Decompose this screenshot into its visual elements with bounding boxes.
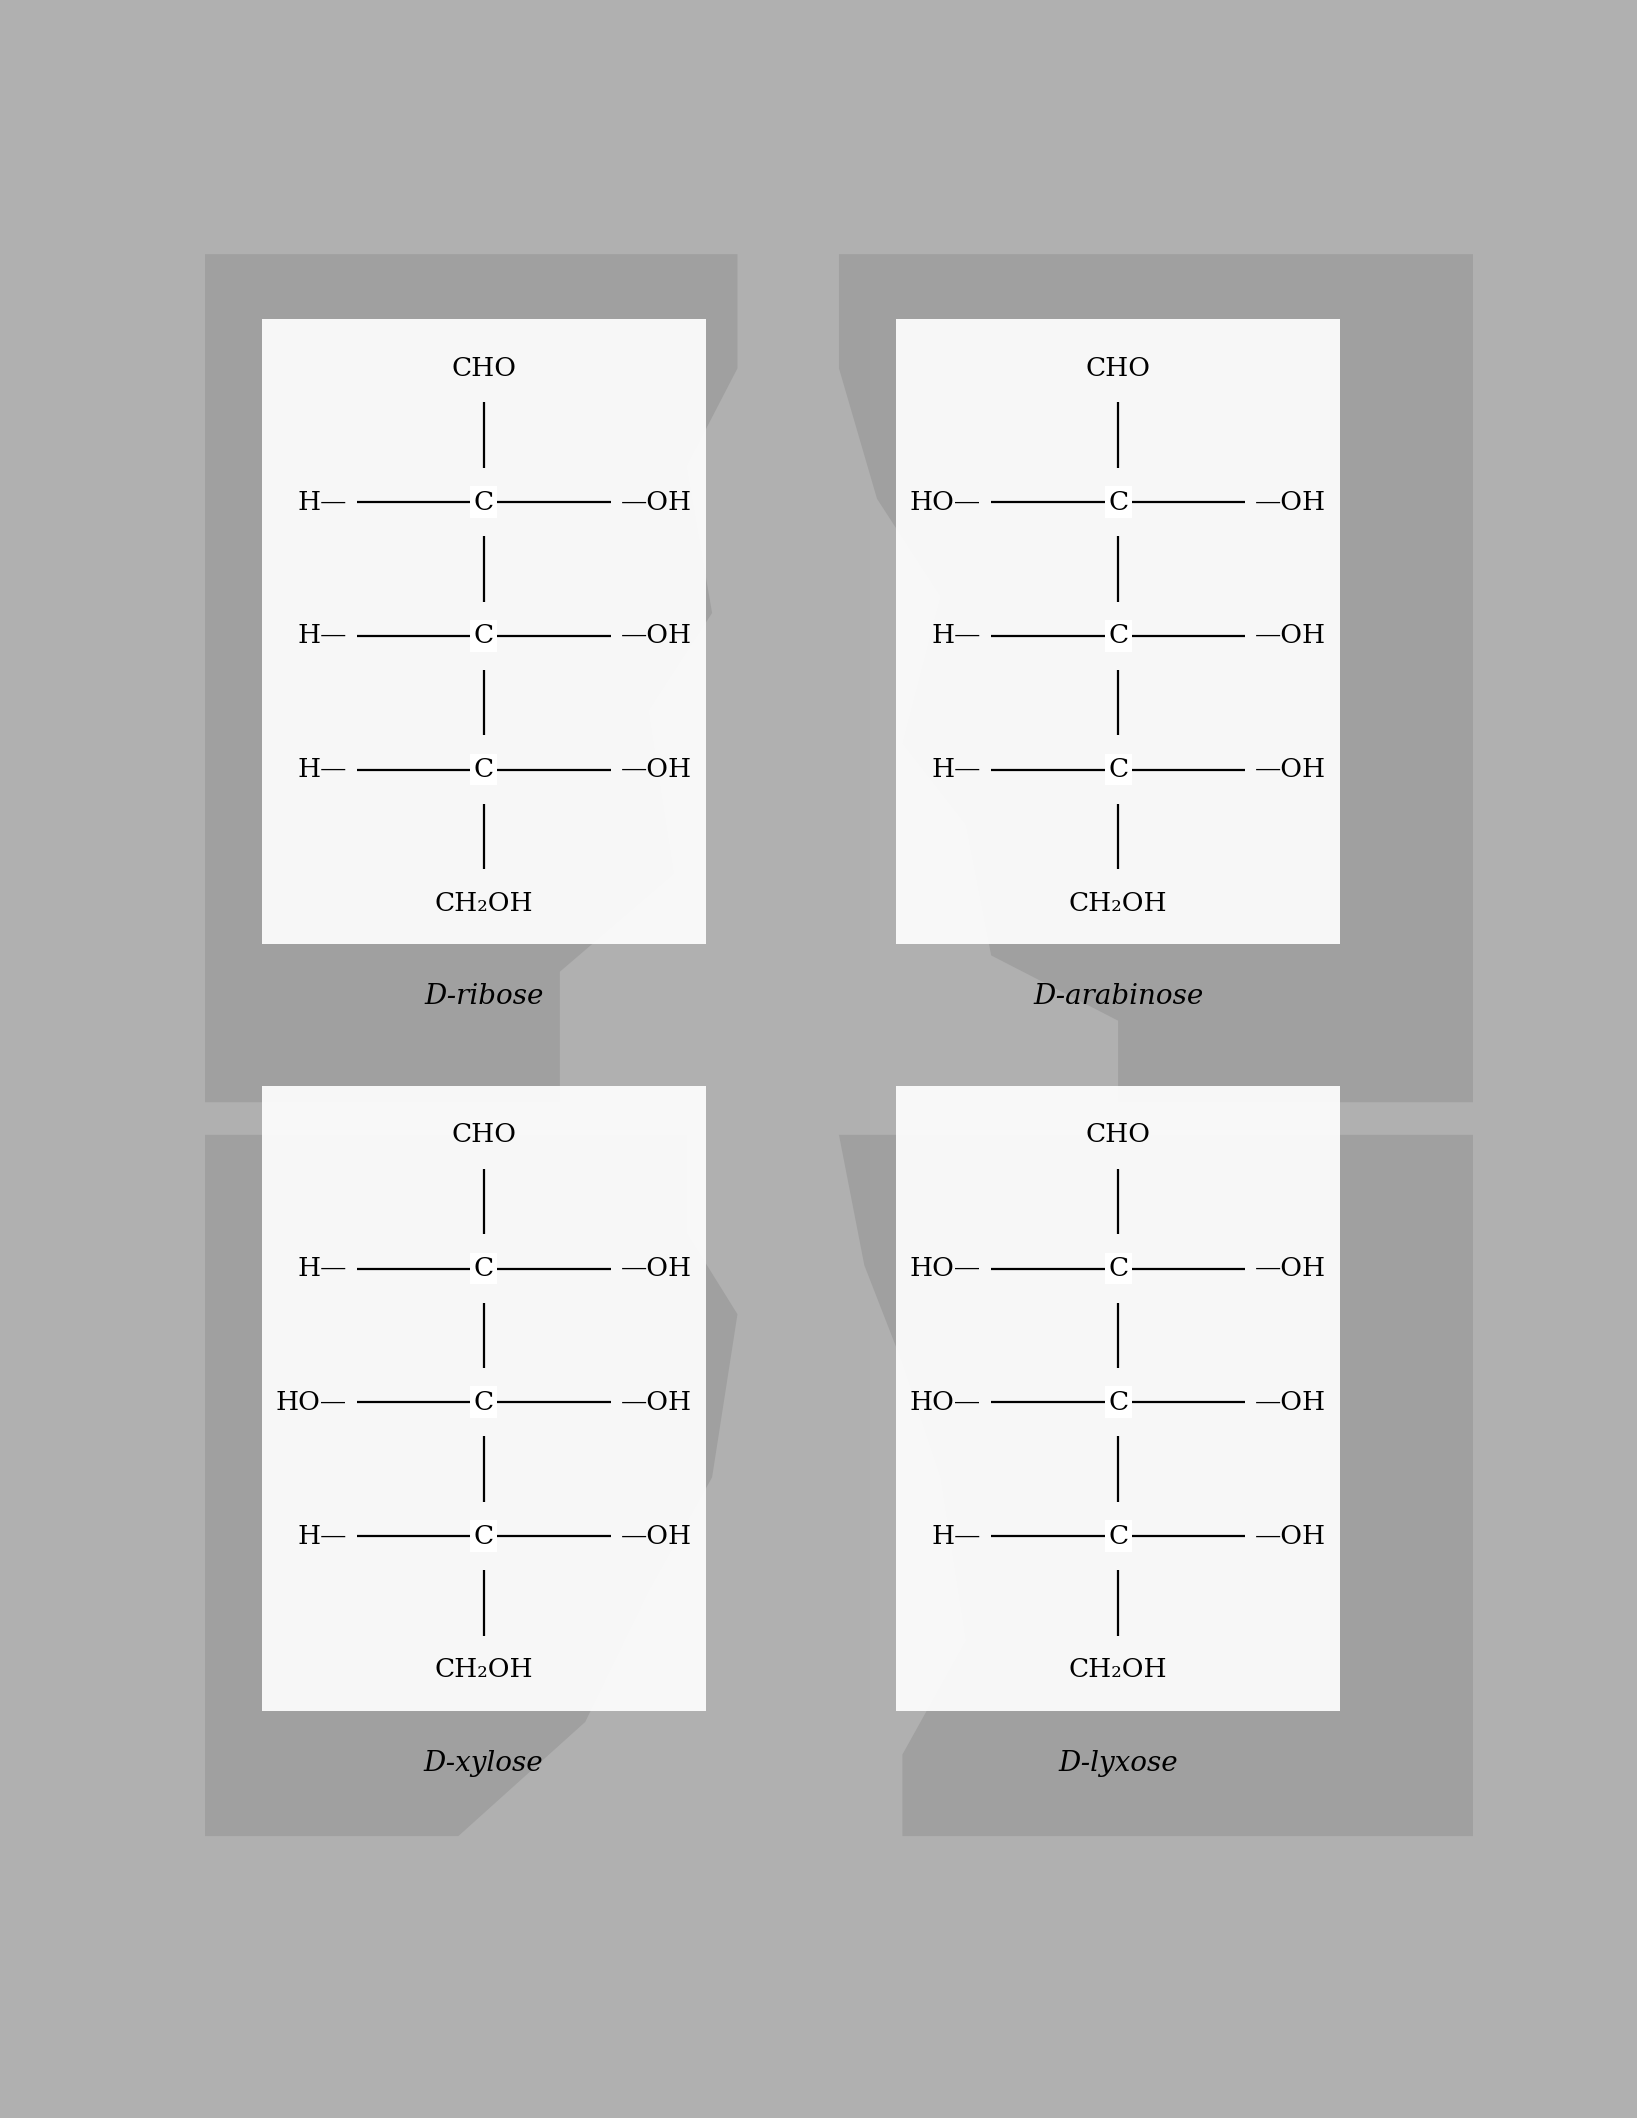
Text: C: C — [1108, 1523, 1128, 1548]
Text: C: C — [473, 1389, 494, 1415]
Text: C: C — [473, 1523, 494, 1548]
Text: C: C — [473, 756, 494, 782]
Text: H—: H— — [298, 756, 347, 782]
Text: C: C — [473, 489, 494, 515]
Text: CH₂OH: CH₂OH — [1069, 892, 1167, 915]
Text: —OH: —OH — [620, 1389, 692, 1415]
FancyBboxPatch shape — [895, 320, 1341, 945]
Text: —OH: —OH — [1256, 756, 1326, 782]
Polygon shape — [838, 1135, 1473, 1836]
Text: D-xylose: D-xylose — [424, 1749, 543, 1777]
Polygon shape — [205, 1135, 737, 1836]
Text: —OH: —OH — [620, 623, 692, 648]
Text: —OH: —OH — [1256, 623, 1326, 648]
FancyBboxPatch shape — [262, 1087, 706, 1711]
Text: D-ribose: D-ribose — [424, 983, 543, 1010]
Text: H—: H— — [298, 1523, 347, 1548]
Text: CHO: CHO — [1085, 1123, 1151, 1148]
Text: CH₂OH: CH₂OH — [434, 1656, 534, 1682]
Text: CH₂OH: CH₂OH — [1069, 1656, 1167, 1682]
Text: —OH: —OH — [1256, 1256, 1326, 1281]
Text: HO—: HO— — [910, 1389, 981, 1415]
Text: HO—: HO— — [910, 489, 981, 515]
Polygon shape — [205, 254, 737, 1101]
Text: H—: H— — [931, 756, 981, 782]
FancyBboxPatch shape — [262, 320, 706, 945]
Text: C: C — [473, 1256, 494, 1281]
Text: H—: H— — [298, 489, 347, 515]
Text: —OH: —OH — [1256, 489, 1326, 515]
Text: H—: H— — [931, 623, 981, 648]
Text: D-arabinose: D-arabinose — [1033, 983, 1203, 1010]
Text: D-lyxose: D-lyxose — [1058, 1749, 1179, 1777]
Text: —OH: —OH — [1256, 1389, 1326, 1415]
Text: HO—: HO— — [275, 1389, 347, 1415]
Text: —OH: —OH — [620, 1523, 692, 1548]
Text: H—: H— — [931, 1523, 981, 1548]
Text: CHO: CHO — [452, 1123, 516, 1148]
Text: C: C — [1108, 1389, 1128, 1415]
Text: C: C — [1108, 489, 1128, 515]
Text: CHO: CHO — [1085, 356, 1151, 381]
Text: HO—: HO— — [910, 1256, 981, 1281]
Text: CH₂OH: CH₂OH — [434, 892, 534, 915]
Text: C: C — [1108, 623, 1128, 648]
Text: —OH: —OH — [620, 489, 692, 515]
Text: —OH: —OH — [620, 756, 692, 782]
Text: —OH: —OH — [1256, 1523, 1326, 1548]
Text: C: C — [473, 623, 494, 648]
Text: C: C — [1108, 1256, 1128, 1281]
FancyBboxPatch shape — [895, 1087, 1341, 1711]
Text: —OH: —OH — [620, 1256, 692, 1281]
Text: CHO: CHO — [452, 356, 516, 381]
Polygon shape — [838, 254, 1473, 1101]
Text: C: C — [1108, 756, 1128, 782]
Text: H—: H— — [298, 1256, 347, 1281]
Text: H—: H— — [298, 623, 347, 648]
